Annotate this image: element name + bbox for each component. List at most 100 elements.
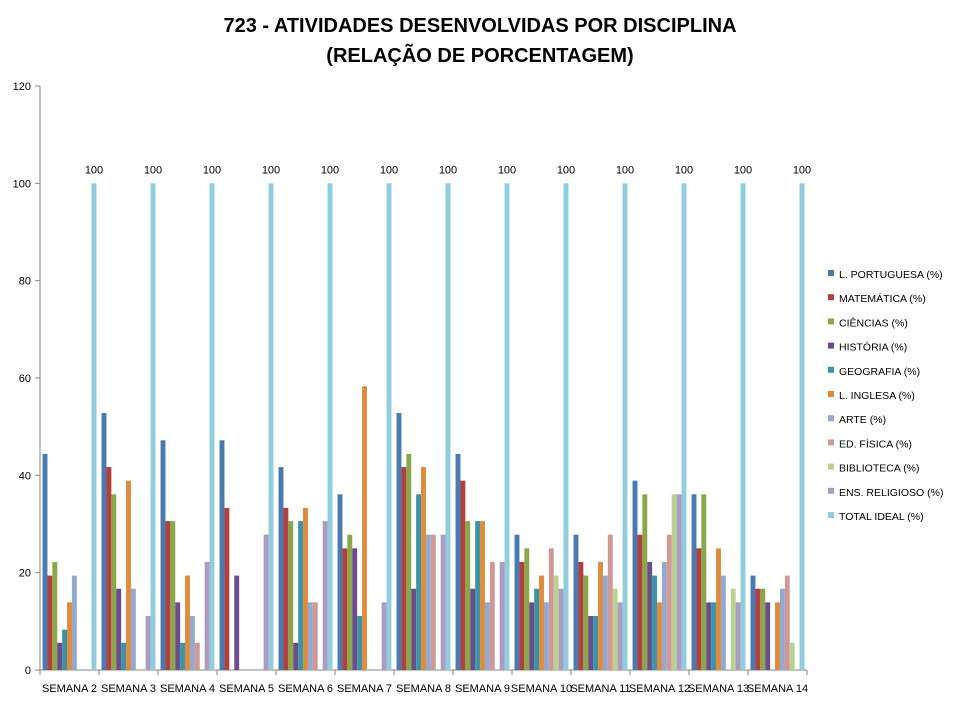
bar <box>480 521 485 670</box>
bar <box>445 183 451 671</box>
bar <box>430 534 436 670</box>
data-label: 100 <box>203 164 221 176</box>
bar <box>657 602 662 670</box>
y-tick-label: 40 <box>19 470 31 482</box>
bar <box>543 602 549 670</box>
bar <box>612 588 618 670</box>
bar <box>711 602 717 670</box>
bar <box>111 494 117 670</box>
bar <box>175 602 181 670</box>
bar <box>475 521 481 670</box>
x-tick-label: SEMANA 9 <box>455 683 510 695</box>
bar <box>42 453 48 670</box>
bar <box>406 453 412 670</box>
bar <box>209 183 215 671</box>
x-tick-label: SEMANA 5 <box>219 683 274 695</box>
data-label: 100 <box>380 164 398 176</box>
bar <box>499 561 505 670</box>
data-label: 100 <box>616 164 634 176</box>
bar <box>573 534 579 670</box>
data-label: 100 <box>793 164 811 176</box>
data-label: 100 <box>498 164 516 176</box>
bar <box>775 602 780 670</box>
bar <box>194 642 200 670</box>
x-tick-label: SEMANA 14 <box>747 683 808 695</box>
bar <box>322 521 328 670</box>
chart-title: 723 - ATIVIDADES DESENVOLVIDAS POR DISCI… <box>223 15 736 37</box>
bar <box>622 183 628 671</box>
bar <box>720 575 726 670</box>
bar <box>642 494 648 670</box>
bar <box>425 534 431 670</box>
bar <box>165 521 171 670</box>
bar <box>637 534 643 670</box>
bar <box>671 494 677 670</box>
bar <box>180 642 186 670</box>
bar <box>529 602 535 670</box>
legend-swatch <box>828 439 834 446</box>
bar <box>514 534 520 670</box>
bar <box>170 521 176 670</box>
bar <box>701 494 707 670</box>
bar <box>298 521 304 670</box>
bar <box>735 602 741 670</box>
x-tick-label: SEMANA 11 <box>570 683 630 695</box>
bar <box>519 561 525 670</box>
bar <box>234 575 240 670</box>
bar <box>126 480 131 670</box>
legend-swatch <box>828 366 834 373</box>
y-tick-label: 60 <box>19 373 31 385</box>
y-tick-label: 100 <box>13 178 31 190</box>
bar <box>470 588 476 670</box>
bar <box>730 588 736 670</box>
bar <box>588 615 594 670</box>
legend-swatch <box>828 318 834 325</box>
bar <box>268 183 274 671</box>
bar <box>224 507 230 670</box>
legend-label: ENS. RELIGIOSO (%) <box>839 487 943 499</box>
bar <box>396 413 402 670</box>
bar <box>484 602 490 670</box>
bar <box>362 386 367 670</box>
x-tick-label: SEMANA 2 <box>42 683 97 695</box>
bar <box>534 588 540 670</box>
legend-label: ARTE (%) <box>839 414 886 426</box>
bar <box>661 561 667 670</box>
x-tick-label: SEMANA 7 <box>337 683 392 695</box>
x-tick-label: SEMANA 10 <box>511 683 572 695</box>
legend-swatch <box>828 391 834 397</box>
bar <box>150 183 156 671</box>
bar <box>312 602 318 670</box>
bar <box>293 642 299 670</box>
axes: 0 20 40 60 80 100 120 SEMANA 2 SEMANA 3 SEMANA 4 S… <box>13 81 808 695</box>
bar <box>145 615 151 670</box>
bar <box>765 602 771 670</box>
data-labels-group: 100 100 100 100 100 100 100 100 100 100 100 100 100 <box>85 164 811 176</box>
bar <box>760 588 766 670</box>
bar <box>706 602 712 670</box>
legend-label: L. INGLESA (%) <box>839 390 915 402</box>
bar <box>553 575 559 670</box>
legend-label: HISTÓRIA (%) <box>839 341 907 354</box>
bar <box>750 575 756 670</box>
bar <box>116 588 122 670</box>
bar <box>789 642 795 670</box>
data-label: 100 <box>85 164 103 176</box>
bar <box>386 183 392 671</box>
bar <box>337 494 343 670</box>
bar <box>504 183 510 671</box>
bar <box>558 588 564 670</box>
data-label: 100 <box>262 164 280 176</box>
bar <box>647 561 653 670</box>
bar <box>489 561 495 670</box>
bar <box>342 548 348 670</box>
legend-swatch <box>828 463 834 470</box>
data-label: 100 <box>321 164 339 176</box>
bar <box>691 494 697 670</box>
bar <box>303 507 308 670</box>
bar <box>440 534 446 670</box>
bar <box>681 183 687 671</box>
bar <box>62 629 68 670</box>
